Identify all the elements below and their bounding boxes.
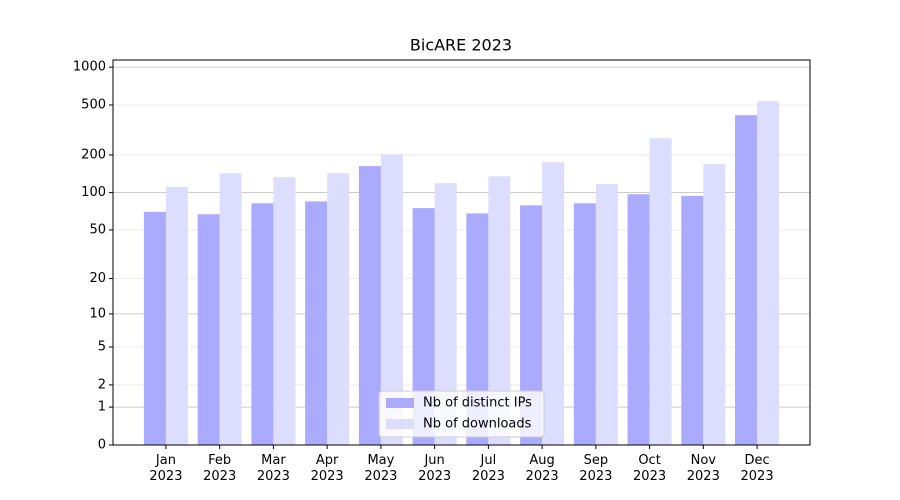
bar <box>434 183 457 445</box>
bar <box>251 203 274 445</box>
bar <box>735 115 758 446</box>
legend-box <box>378 390 545 438</box>
y-tick-label: 1 <box>98 400 106 415</box>
legend-swatch <box>386 398 414 408</box>
x-tick-label: Mar 2023 <box>256 453 290 484</box>
bar <box>219 173 242 445</box>
y-tick-label: 0 <box>98 438 106 453</box>
x-tick-label: Feb 2023 <box>203 453 237 484</box>
y-tick-label: 5 <box>98 340 106 355</box>
x-tick-label: Dec 2023 <box>740 453 774 484</box>
bar <box>595 184 618 446</box>
bar <box>327 173 350 445</box>
bar <box>520 205 543 445</box>
y-tick-label: 2 <box>98 377 106 392</box>
bar <box>649 138 672 445</box>
bar <box>358 166 381 446</box>
legend-label: Nb of distinct IPs <box>423 396 532 411</box>
bar <box>380 154 403 445</box>
bar <box>627 194 650 445</box>
legend: Nb of distinct IPs Nb of downloads <box>378 390 545 438</box>
y-tick-label: 500 <box>81 98 106 113</box>
legend-label: Nb of downloads <box>423 417 532 432</box>
x-tick-label: May 2023 <box>364 453 398 484</box>
bar <box>412 208 435 445</box>
x-tick-label: Sep 2023 <box>579 453 613 484</box>
bar <box>542 162 565 445</box>
y-tick-label: 200 <box>81 147 106 162</box>
x-tick-label: Jan 2023 <box>149 453 183 484</box>
bar <box>681 195 704 445</box>
bar <box>573 203 596 445</box>
bar <box>703 164 726 445</box>
bar <box>197 214 220 445</box>
bar <box>273 177 296 445</box>
bar <box>305 201 328 445</box>
x-tick-label: Nov 2023 <box>686 453 720 484</box>
bar <box>757 101 780 445</box>
bar <box>165 186 188 445</box>
bar <box>488 176 511 445</box>
y-tick-label: 100 <box>81 185 106 200</box>
bar <box>466 213 489 445</box>
legend-swatch <box>386 419 414 429</box>
y-tick-label: 10 <box>89 306 106 321</box>
x-tick-label: Jun 2023 <box>418 453 452 484</box>
x-tick-label: Aug 2023 <box>525 453 559 484</box>
x-tick-label: Apr 2023 <box>310 453 344 484</box>
x-tick-label: Oct 2023 <box>633 453 667 484</box>
y-tick-label: 1000 <box>73 60 106 75</box>
y-tick-label: 50 <box>89 222 106 237</box>
bar <box>143 211 166 445</box>
x-tick-label: Jul 2023 <box>471 453 505 484</box>
y-tick-label: 20 <box>89 271 106 286</box>
chart-title: BicARE 2023 <box>410 36 512 55</box>
axes-frame <box>112 59 811 446</box>
